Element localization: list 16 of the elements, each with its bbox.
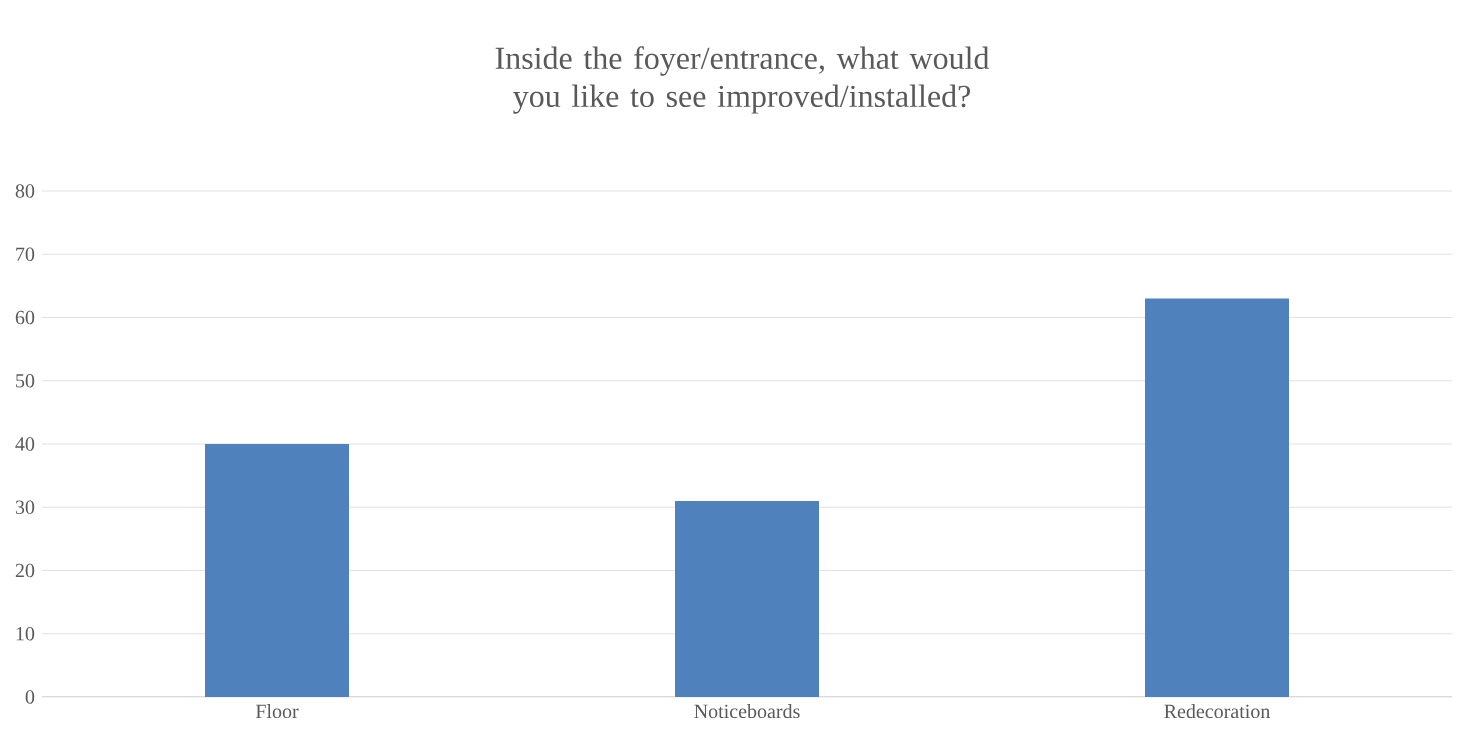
y-tick-label: 50 <box>16 374 35 388</box>
y-tick-label: 80 <box>15 184 35 198</box>
x-tick-label: Noticeboards <box>694 704 800 719</box>
bar <box>205 443 350 697</box>
bar <box>1145 298 1289 697</box>
y-tick-label: 40 <box>15 437 35 451</box>
y-tick-label: 30 <box>15 500 35 514</box>
x-tick-label: Floor <box>255 704 299 719</box>
y-tick-label: 0 <box>25 690 35 704</box>
y-tick-label: 10 <box>16 626 35 641</box>
y-tick-label: 60 <box>15 310 35 325</box>
y-tick-label: 70 <box>16 247 35 261</box>
chart-title: Inside the foyer/entrance, what would you like to see improved/installed? <box>495 46 990 114</box>
bar <box>675 500 819 697</box>
x-tick-label: Redecoration <box>1164 704 1271 719</box>
y-tick-label: 20 <box>15 563 35 578</box>
